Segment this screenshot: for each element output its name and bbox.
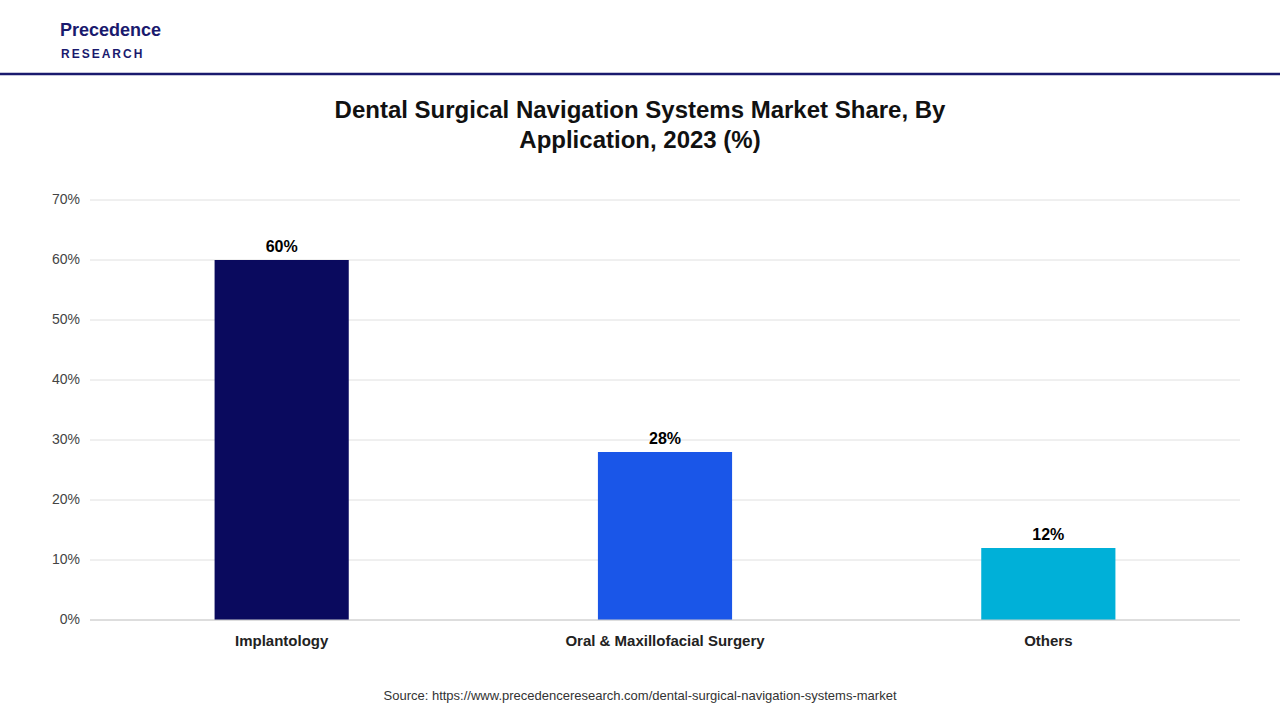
data-label: 28% <box>649 430 681 447</box>
bar <box>215 260 349 620</box>
bar <box>598 452 732 620</box>
chart-svg: Precedence RESEARCH Dental Surgical Naviga… <box>0 0 1280 720</box>
background <box>0 0 1280 720</box>
y-tick-label: 0% <box>60 611 80 627</box>
x-tick-label: Oral & Maxillofacial Surgery <box>565 632 765 649</box>
y-tick-label: 40% <box>52 371 80 387</box>
source-text: Source: https://www.precedenceresearch.c… <box>384 688 897 703</box>
grid-line <box>90 200 1240 201</box>
y-tick-label: 60% <box>52 251 80 267</box>
data-label: 12% <box>1032 526 1064 543</box>
y-tick-label: 10% <box>52 551 80 567</box>
bars <box>215 260 1116 620</box>
logo-subtext: RESEARCH <box>61 47 144 61</box>
grid-line <box>90 620 1240 621</box>
bar <box>981 548 1115 620</box>
y-tick-label: 20% <box>52 491 80 507</box>
y-tick-label: 50% <box>52 311 80 327</box>
logo-text: Precedence <box>60 20 161 40</box>
y-tick-label: 70% <box>52 191 80 207</box>
chart-title: Dental Surgical Navigation Systems Marke… <box>335 96 947 153</box>
y-tick-label: 30% <box>52 431 80 447</box>
x-tick-label: Implantology <box>235 632 329 649</box>
chart-container: Precedence RESEARCH Dental Surgical Naviga… <box>0 0 1280 720</box>
data-label: 60% <box>266 238 298 255</box>
header-divider <box>0 73 1280 76</box>
grid <box>90 200 1240 620</box>
x-tick-label: Others <box>1024 632 1072 649</box>
x-axis-line <box>90 620 1240 621</box>
